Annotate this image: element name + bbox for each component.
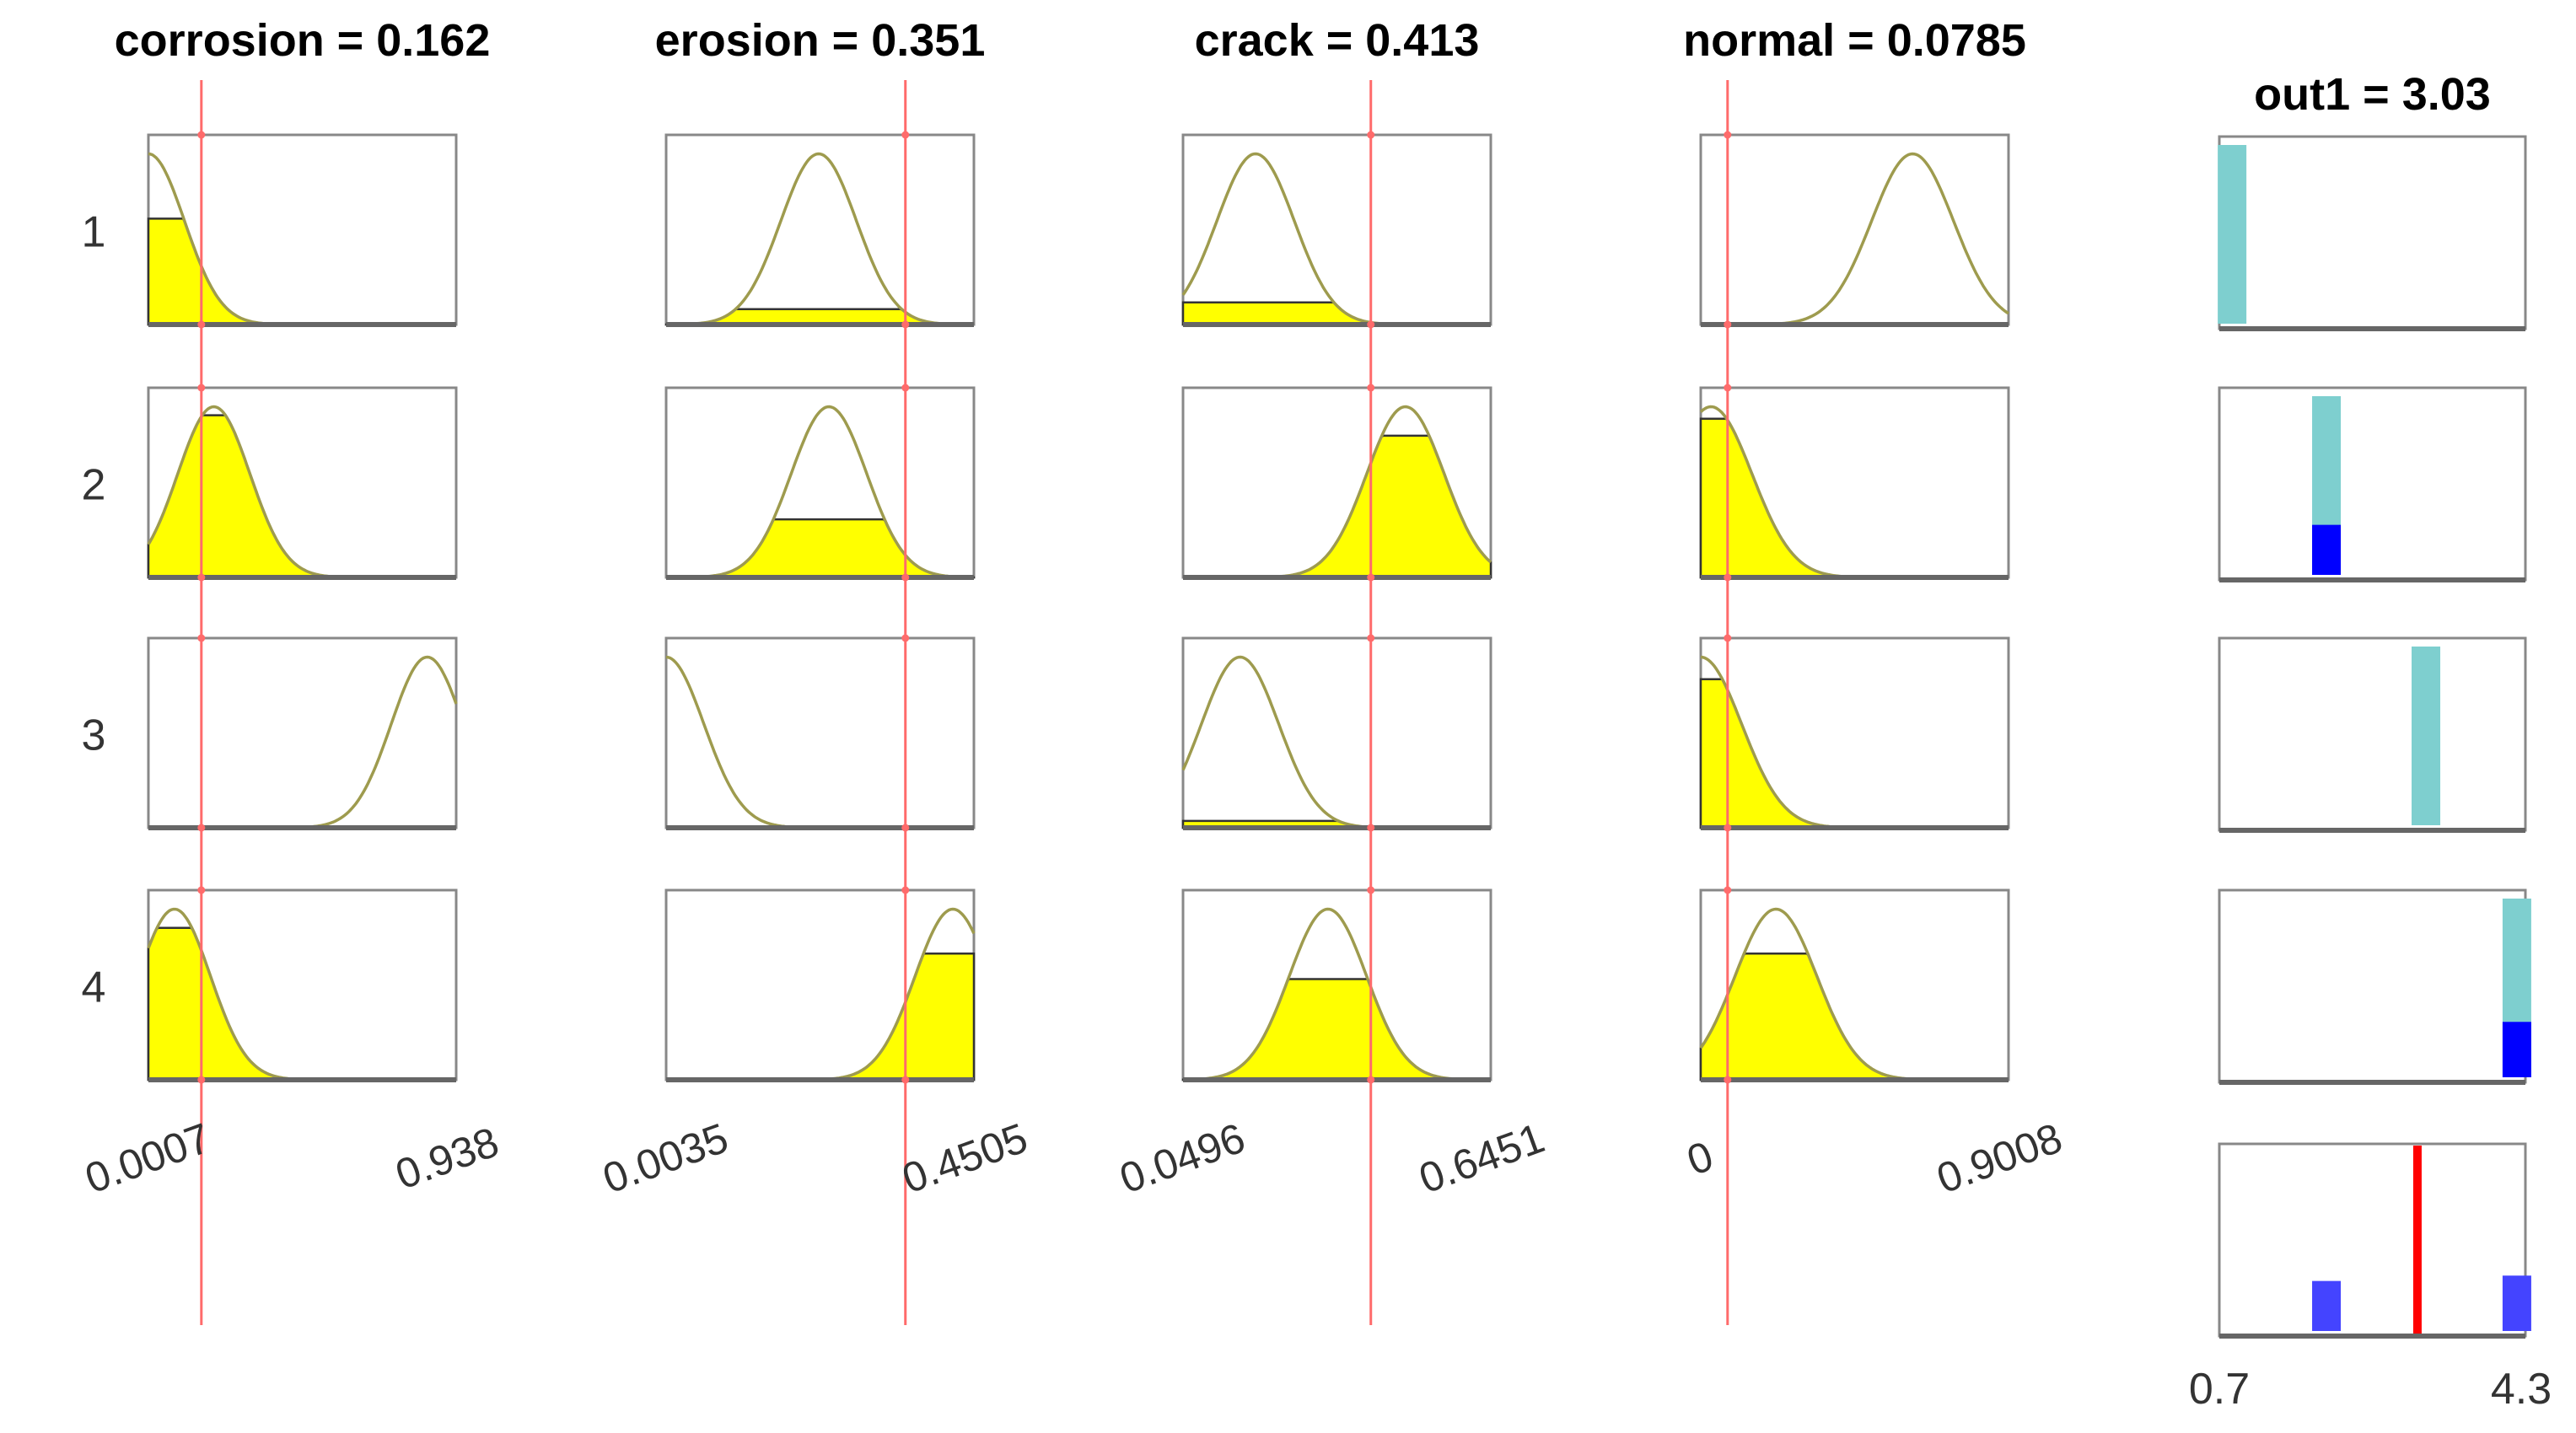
value-marker (901, 573, 910, 582)
value-marker (197, 824, 206, 832)
value-marker (197, 131, 206, 139)
value-marker (1724, 886, 1732, 894)
value-marker (1367, 384, 1375, 392)
value-marker (197, 384, 206, 392)
input-title: normal = 0.0785 (1683, 15, 2026, 66)
output-rule-plot (2218, 386, 2527, 582)
rule-plot (1181, 888, 1492, 1082)
output-fired-bar (2502, 1022, 2531, 1077)
plot-frame (664, 133, 976, 326)
rule-label: 4 (82, 963, 106, 1012)
value-marker (1367, 886, 1375, 894)
input-title: corrosion = 0.162 (115, 15, 491, 66)
aggregate-bar (2502, 1275, 2531, 1331)
output-singleton-bar (2412, 647, 2441, 825)
value-marker (901, 384, 910, 392)
value-marker (1367, 131, 1375, 139)
value-marker (1724, 824, 1732, 832)
range-min-label: 0.0496 (1114, 1114, 1251, 1203)
value-marker (901, 131, 910, 139)
rule-plot (664, 888, 976, 1082)
rule-plot (1699, 888, 2010, 1082)
output-range-max-label: 4.3 (2491, 1365, 2552, 1414)
value-marker (1724, 1076, 1732, 1084)
range-max-label: 0.9008 (1931, 1114, 2068, 1203)
output-singleton-bar (2218, 145, 2247, 324)
value-marker (901, 886, 910, 894)
value-marker (901, 634, 910, 642)
plot-frame (1181, 636, 1492, 829)
aggregate-output-plot (2218, 1142, 2531, 1339)
value-marker (901, 320, 910, 329)
membership-curve (1183, 907, 1491, 1081)
plot-frame (147, 636, 458, 829)
rule-label: 2 (82, 461, 106, 510)
rule-plot (664, 133, 976, 327)
value-marker (197, 320, 206, 329)
plot-frame (1699, 133, 2010, 326)
rule-plot (1181, 386, 1492, 580)
value-marker (197, 886, 206, 894)
range-max-label: 0.4505 (896, 1114, 1034, 1203)
rule-label: 3 (82, 711, 106, 760)
aggregate-bar (2312, 1280, 2342, 1331)
plot-frame (1181, 133, 1492, 326)
value-marker (1367, 320, 1375, 329)
value-marker (1367, 634, 1375, 642)
rule-plot (1699, 133, 2010, 327)
rule-plot (664, 636, 976, 830)
value-marker (1724, 634, 1732, 642)
output-rule-plot (2218, 636, 2527, 833)
plot-frame (2218, 386, 2527, 582)
value-marker (1724, 384, 1732, 392)
range-min-label: 0.0007 (79, 1114, 217, 1203)
value-marker (197, 634, 206, 642)
plot-frame (2218, 1142, 2527, 1338)
plot-frame (2218, 888, 2527, 1084)
value-marker (1367, 1076, 1375, 1084)
plot-frame (2218, 636, 2527, 832)
membership-curve (666, 152, 975, 326)
plot-frame (664, 636, 976, 829)
rule-plot (147, 386, 458, 580)
value-marker (901, 1076, 910, 1084)
value-marker (197, 573, 206, 582)
rule-plot (1181, 133, 1492, 327)
rule-plot (147, 636, 458, 830)
value-marker (1367, 824, 1375, 832)
plot-frame (2218, 135, 2527, 330)
output-title: out1 = 3.03 (2254, 69, 2491, 120)
value-marker (1724, 320, 1732, 329)
output-range-min-label: 0.7 (2189, 1365, 2250, 1414)
value-marker (1724, 573, 1732, 582)
rule-plot (1699, 636, 2010, 830)
input-title: erosion = 0.351 (655, 15, 986, 66)
rule-label: 1 (82, 208, 106, 257)
range-min-label: 0.0035 (597, 1114, 734, 1203)
output-fired-bar (2312, 524, 2342, 575)
rule-plot (147, 888, 458, 1082)
output-rule-plot (2218, 135, 2527, 331)
rule-plot (1181, 636, 1492, 830)
value-marker (901, 824, 910, 832)
rule-plot (147, 133, 458, 327)
output-rule-plot (2218, 888, 2531, 1085)
value-marker (197, 1076, 206, 1084)
range-max-label: 0.938 (390, 1118, 505, 1198)
rule-plot (1699, 386, 2010, 580)
rule-plot (664, 386, 976, 580)
input-title: crack = 0.413 (1195, 15, 1480, 66)
value-marker (1367, 573, 1375, 582)
range-max-label: 0.6451 (1413, 1114, 1551, 1203)
value-marker (1724, 131, 1732, 139)
range-min-label: 0 (1681, 1132, 1719, 1184)
